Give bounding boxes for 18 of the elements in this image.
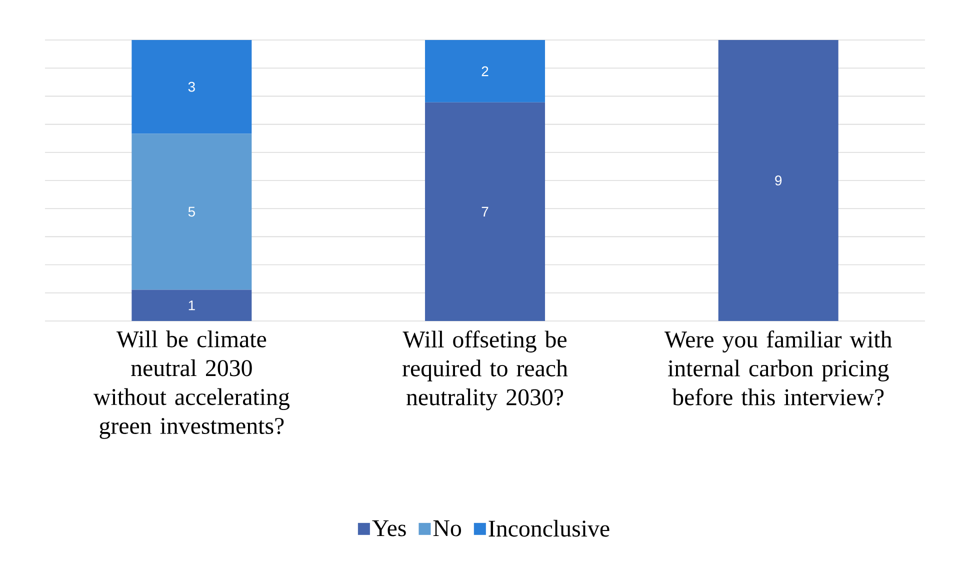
data-label: 5 xyxy=(188,206,195,217)
data-label: 1 xyxy=(188,300,195,310)
legend-label: Inconclusive xyxy=(488,520,610,537)
bar xyxy=(425,40,546,102)
legend-label: No xyxy=(433,520,462,536)
bar xyxy=(425,102,546,321)
x-tick-label: Were you familiar with internal carbon pricing before this interview? xyxy=(664,330,892,406)
bar xyxy=(132,134,252,290)
data-label: 7 xyxy=(482,206,488,217)
x-tick-label: Will offseting be required to reach neutrality 2030? xyxy=(402,330,568,410)
x-tick-label: Will be climate neutral 2030 without accelerating green investments? xyxy=(93,330,290,439)
data-label: 2 xyxy=(482,66,488,76)
data-label: 3 xyxy=(188,82,195,92)
bar xyxy=(132,40,252,134)
data-label: 9 xyxy=(775,176,782,186)
bar xyxy=(132,290,252,321)
bar xyxy=(718,40,838,321)
legend-label: Yes xyxy=(372,520,406,536)
